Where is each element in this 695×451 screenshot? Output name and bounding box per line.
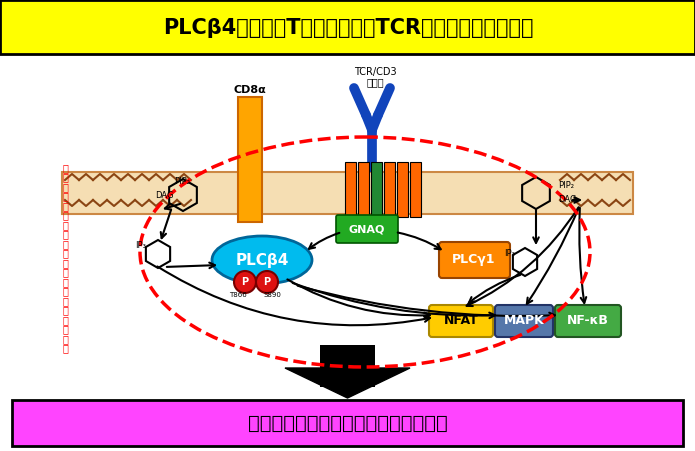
Text: P: P <box>263 277 270 287</box>
Text: 本: 本 <box>62 163 68 173</box>
Text: た: た <box>62 249 68 258</box>
Text: 体内からのトキソプラズマと癌の排除: 体内からのトキソプラズマと癌の排除 <box>248 414 448 433</box>
Text: ル: ル <box>62 305 68 316</box>
Text: NF-κB: NF-κB <box>567 314 609 327</box>
Text: CD8α: CD8α <box>234 85 266 95</box>
Text: P: P <box>241 277 249 287</box>
Bar <box>238 97 262 222</box>
Text: 路: 路 <box>62 344 68 354</box>
Text: T866: T866 <box>229 292 247 298</box>
Text: 研: 研 <box>62 172 68 183</box>
Text: 規: 規 <box>62 267 68 277</box>
Text: ら: ら <box>62 211 68 221</box>
Text: シ: シ <box>62 277 68 287</box>
Bar <box>358 162 369 217</box>
Bar <box>397 162 408 217</box>
Text: PIP₂: PIP₂ <box>558 181 574 190</box>
Text: GNAQ: GNAQ <box>349 224 385 234</box>
Bar <box>62 172 633 214</box>
FancyBboxPatch shape <box>495 305 553 337</box>
Text: で: で <box>62 192 68 202</box>
Bar <box>371 162 382 217</box>
Bar <box>320 345 375 387</box>
Text: IP₃: IP₃ <box>136 240 147 249</box>
Text: PIP₂: PIP₂ <box>174 176 190 185</box>
Text: 伝: 伝 <box>62 315 68 325</box>
FancyBboxPatch shape <box>555 305 621 337</box>
Text: PLCβ4はキラーT細胞特異的にTCRシグナルに関与する: PLCβ4はキラーT細胞特異的にTCRシグナルに関与する <box>163 18 533 38</box>
Text: MAPK: MAPK <box>504 314 544 327</box>
Text: 新: 新 <box>62 258 68 268</box>
Text: 経: 経 <box>62 334 68 344</box>
Bar <box>410 162 421 217</box>
FancyBboxPatch shape <box>429 305 493 337</box>
Text: グ: グ <box>62 286 68 296</box>
Text: TCR/CD3: TCR/CD3 <box>354 67 396 77</box>
Text: 複合体: 複合体 <box>366 77 384 87</box>
Text: S890: S890 <box>263 292 281 298</box>
Text: NFAT: NFAT <box>443 314 478 327</box>
Text: DAG: DAG <box>155 192 174 201</box>
FancyBboxPatch shape <box>336 215 398 243</box>
Bar <box>345 162 356 217</box>
Text: DAG: DAG <box>558 195 576 204</box>
Text: か: か <box>62 220 68 230</box>
Text: し: し <box>62 239 68 249</box>
Text: に: に <box>62 230 68 239</box>
FancyBboxPatch shape <box>439 242 510 278</box>
Bar <box>0 0 695 54</box>
Circle shape <box>234 271 256 293</box>
Bar <box>12 400 683 446</box>
Bar <box>384 162 395 217</box>
Text: 達: 達 <box>62 325 68 335</box>
Polygon shape <box>285 368 410 398</box>
Text: ナ: ナ <box>62 296 68 306</box>
Text: PLCγ1: PLCγ1 <box>452 253 496 267</box>
Circle shape <box>256 271 278 293</box>
Text: PLCβ4: PLCβ4 <box>236 253 288 267</box>
Text: IP₃: IP₃ <box>505 249 516 258</box>
Ellipse shape <box>212 236 312 284</box>
Text: 究: 究 <box>62 182 68 192</box>
Text: 明: 明 <box>62 201 68 211</box>
